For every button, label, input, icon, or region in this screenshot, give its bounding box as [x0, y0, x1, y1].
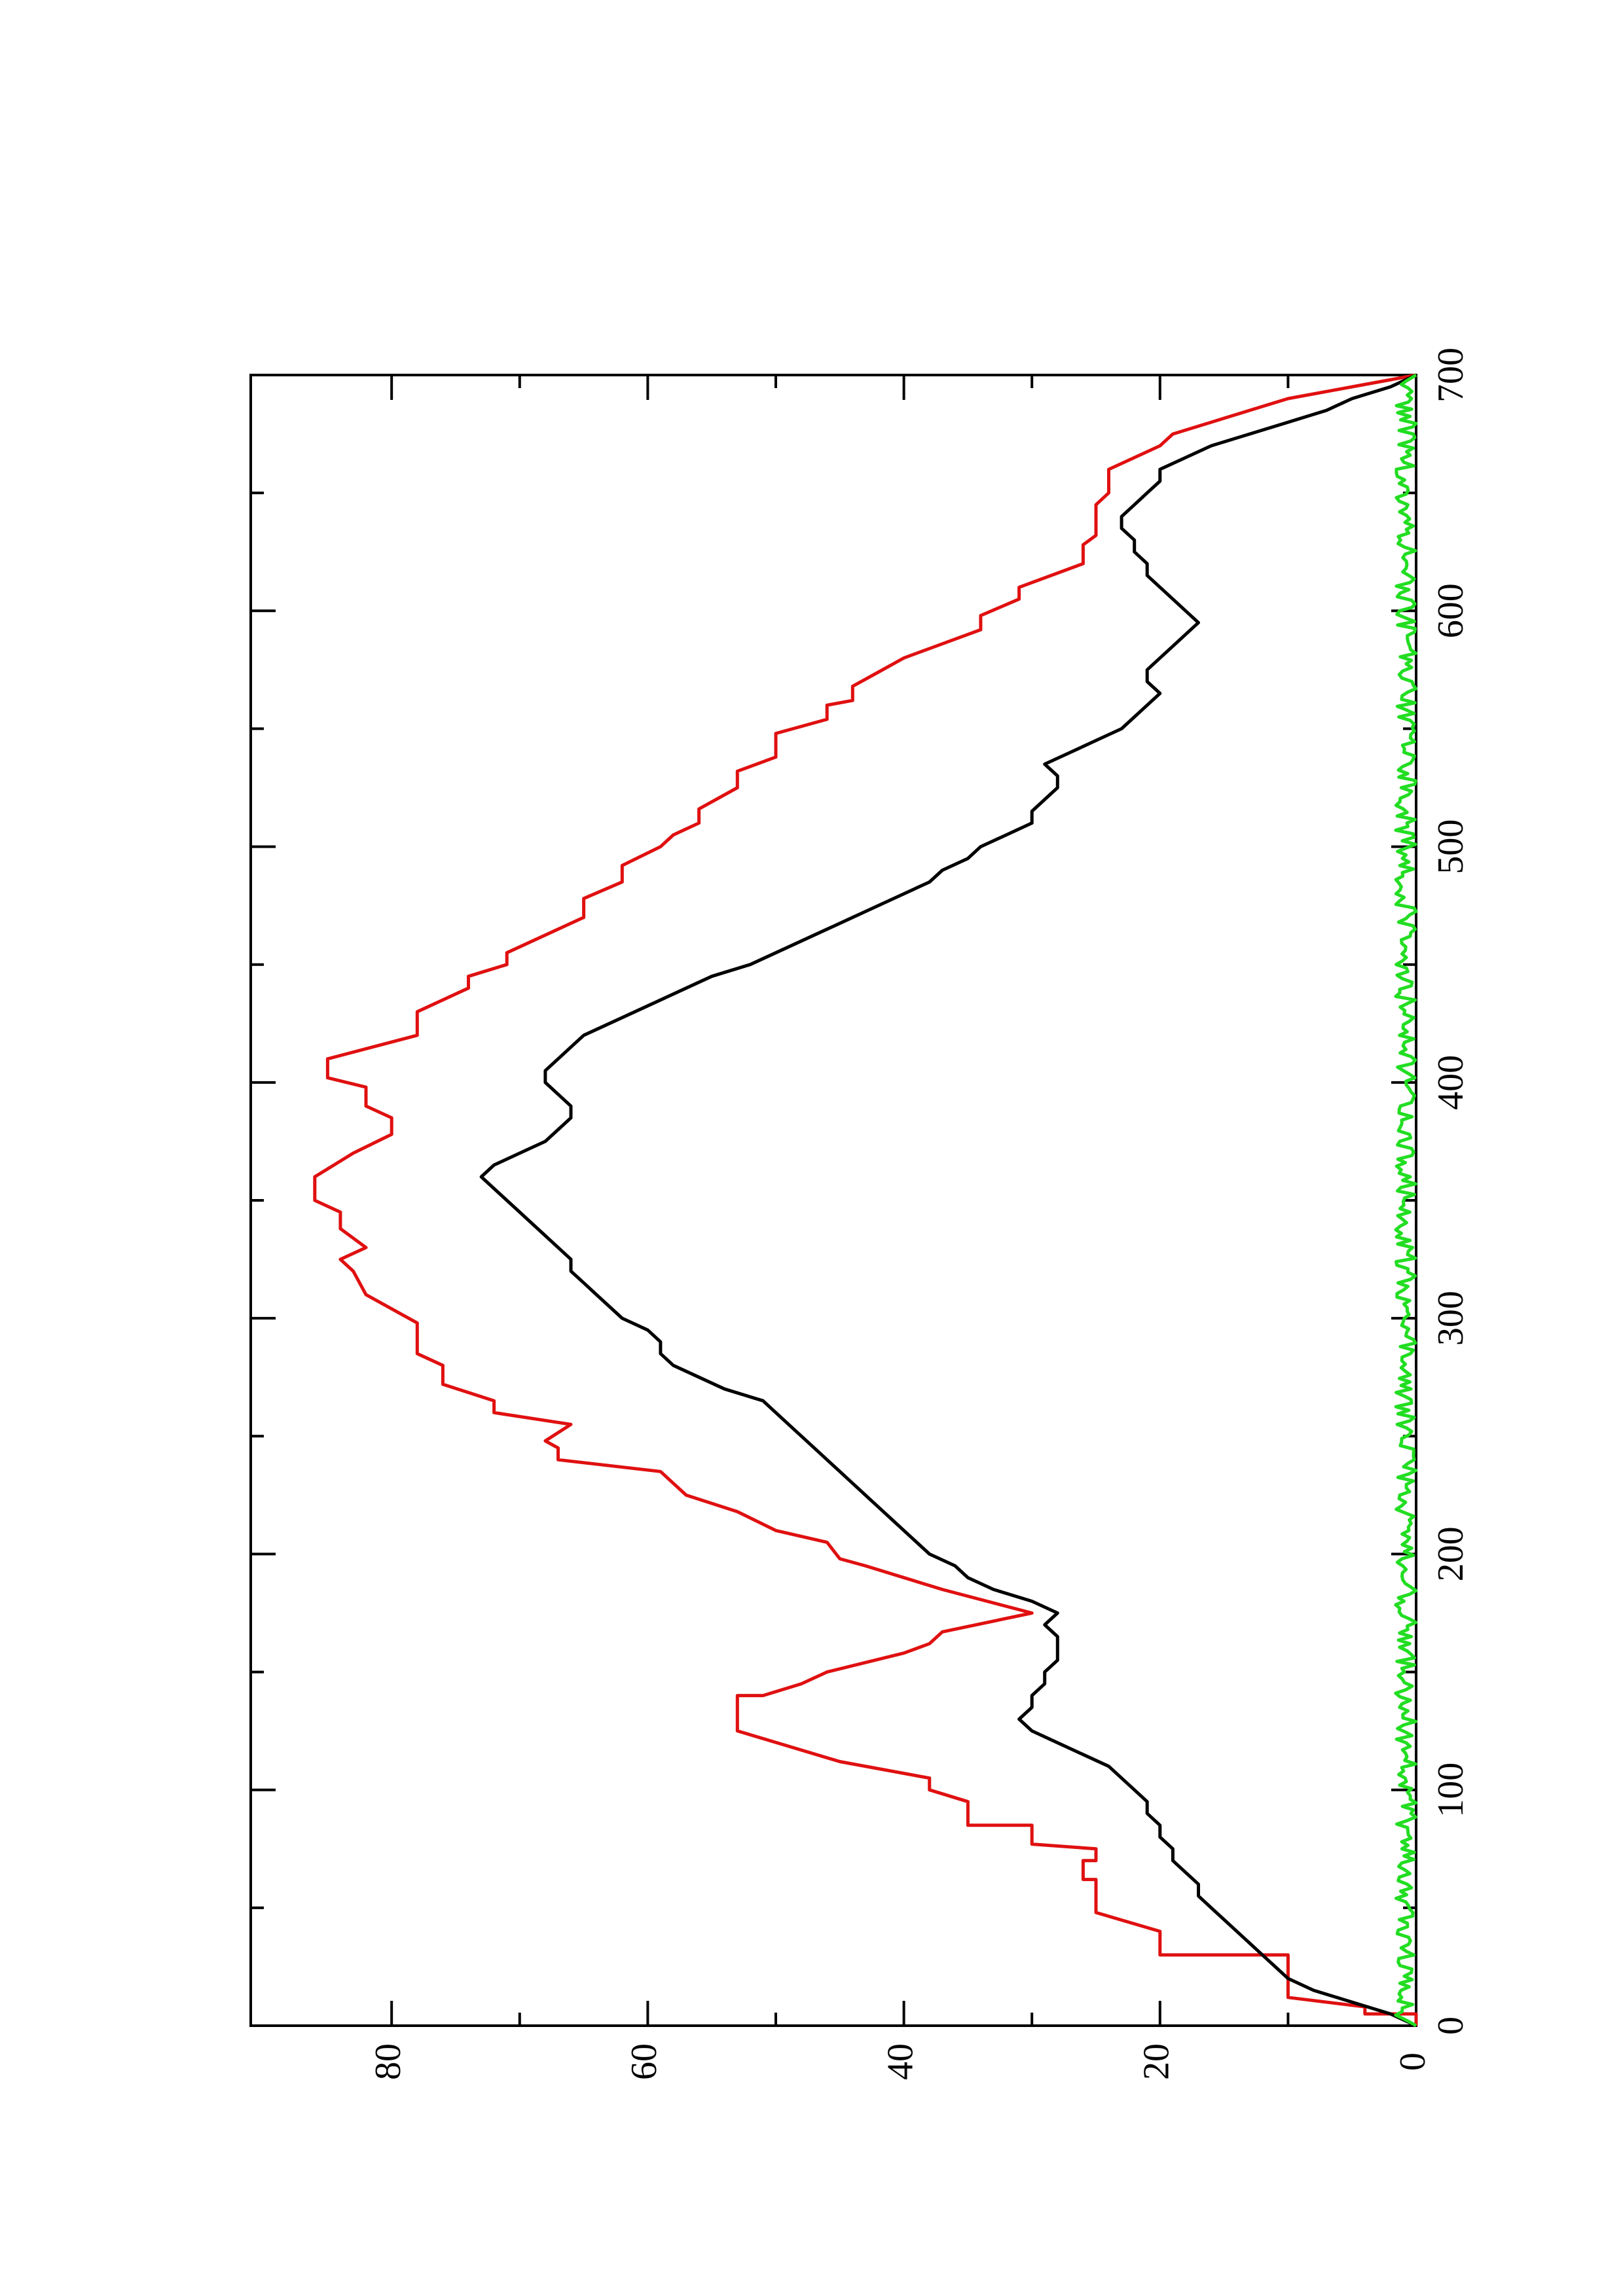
series-line-1: [479, 373, 1417, 2028]
x-tick-label: 400: [1431, 1055, 1471, 1110]
x-tick-label: 300: [1431, 1291, 1471, 1346]
x-tick-label: 100: [1431, 1763, 1471, 1818]
x-tick-label: 600: [1431, 583, 1471, 638]
y-tick-label: 60: [624, 2043, 665, 2080]
x-tick-label: 0: [1431, 2017, 1471, 2035]
plot-frame: [249, 374, 1417, 2027]
series-group: [313, 373, 1418, 2028]
series-line-0: [313, 373, 1418, 2026]
series-line-2: [1394, 373, 1418, 2028]
y-tick-label: 20: [1137, 2043, 1177, 2080]
axis-ticks: 0 100 200 300 400 500 600 700 0 20 40 60 80: [251, 348, 1471, 2080]
y-tick-label: 0: [1393, 2053, 1433, 2071]
y-tick-label: 80: [368, 2043, 409, 2080]
x-tick-label: 700: [1431, 348, 1471, 403]
x-tick-label: 500: [1431, 819, 1471, 874]
x-tick-label: 200: [1431, 1526, 1471, 1581]
y-tick-label: 40: [880, 2043, 921, 2080]
